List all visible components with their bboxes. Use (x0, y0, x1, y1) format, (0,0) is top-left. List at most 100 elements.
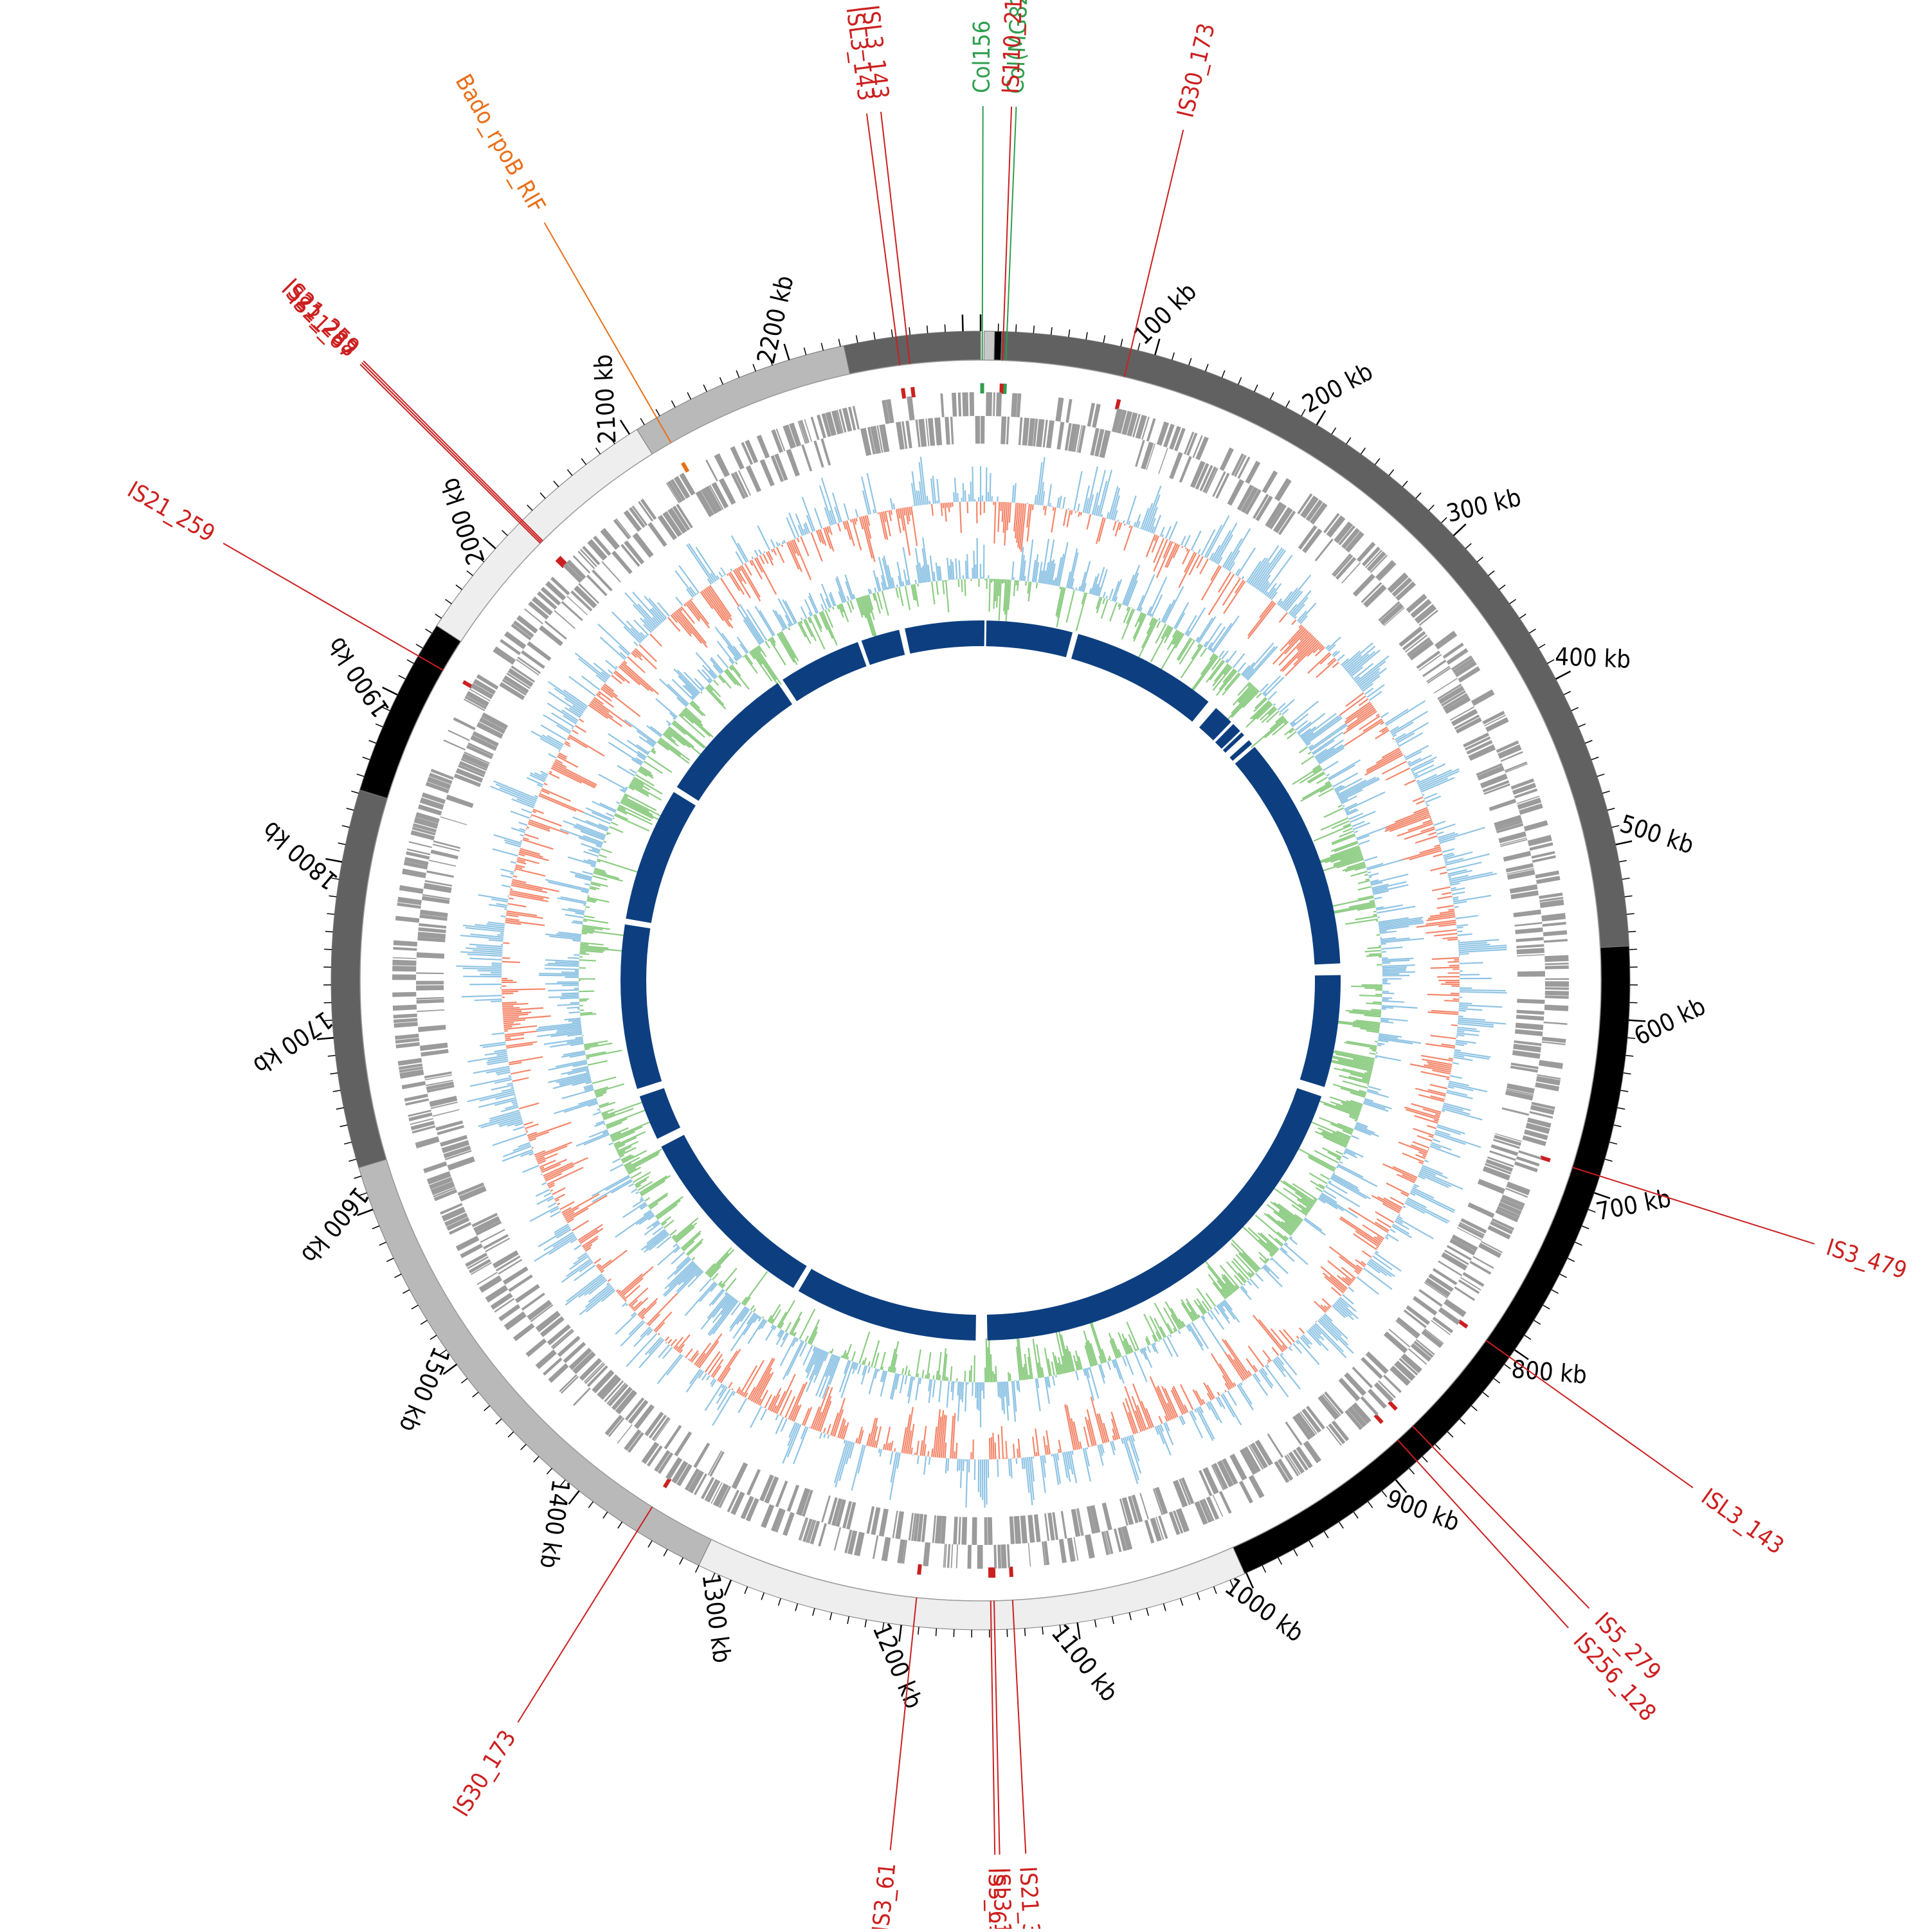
gc-content-bar (689, 543, 714, 582)
gc-content-bar (943, 503, 944, 508)
gc-skew-bar (1124, 565, 1139, 605)
gc-content-bar (856, 509, 858, 518)
gc-content-bar (1442, 849, 1454, 852)
cds-block (940, 393, 944, 417)
gc-skew-bar (1382, 993, 1395, 994)
minor-tick (687, 392, 691, 399)
gc-skew-bar (1338, 805, 1342, 807)
scale-label: 1400 kb (534, 1477, 575, 1570)
minor-tick (1332, 428, 1336, 434)
cds-block (1102, 1503, 1112, 1530)
gc-skew-bar (995, 579, 996, 601)
minor-tick (1534, 1321, 1541, 1324)
gc-skew-bar (606, 813, 614, 817)
gc-content-bar (1451, 888, 1456, 889)
gc-skew-bar (561, 972, 579, 973)
minor-tick (761, 1593, 764, 1600)
gc-skew-bar (1368, 1087, 1381, 1090)
gc-content-bar (1107, 512, 1109, 519)
minor-tick (342, 826, 350, 827)
gc-content-bar (580, 1229, 603, 1243)
contig-2 (994, 331, 1002, 360)
cds-block (1489, 799, 1517, 811)
cds-block (399, 885, 424, 894)
gc-skew-bar (1139, 575, 1154, 611)
cds-block (447, 1157, 475, 1171)
scale-label: 800 kb (1510, 1355, 1588, 1389)
minor-tick (1389, 469, 1394, 475)
minor-tick (671, 401, 675, 408)
gc-content-bar (511, 1070, 530, 1074)
minor-tick (813, 1608, 815, 1616)
minor-tick (1181, 1598, 1183, 1605)
gc-content-bar (1316, 1321, 1317, 1322)
gc-skew-bar (1200, 648, 1206, 656)
cds-block (417, 952, 444, 959)
gc-skew-bar (1255, 698, 1266, 709)
gc-skew-bar (651, 727, 662, 736)
minor-tick (347, 808, 354, 810)
gc-content-bar (634, 642, 638, 646)
gc-skew-bar (1265, 719, 1286, 738)
cds-block (674, 1431, 692, 1456)
gc-content-bar (527, 778, 543, 785)
gc-skew-bar (678, 670, 700, 693)
gc-content-bar (1458, 940, 1499, 943)
cds-block (945, 417, 950, 444)
blast-hit (799, 1269, 976, 1341)
gc-content-bar (1358, 668, 1380, 685)
gc-skew-bar (833, 607, 834, 609)
gc-skew-bar (1291, 1236, 1292, 1238)
minor-tick (1129, 1612, 1131, 1620)
gc-skew-bar (583, 872, 593, 874)
gc-content-bar (594, 1259, 601, 1264)
gc-content-bar (954, 1452, 955, 1459)
gc-content-bar (1013, 485, 1014, 503)
gc-content-bar (963, 483, 964, 501)
gc-content-bar (1159, 1416, 1163, 1424)
gc-content-bar (1333, 662, 1339, 667)
gc-skew-bar (579, 999, 589, 1000)
gc-content-bar (1403, 1206, 1406, 1207)
minor-tick (1612, 826, 1620, 827)
gc-content-bar (948, 503, 949, 512)
gc-skew-bar (1256, 693, 1261, 698)
cds-block (416, 981, 444, 985)
gc-content-bar (508, 904, 527, 907)
gc-content-bar (1433, 1139, 1440, 1142)
gc-skew-bar (1371, 1009, 1381, 1010)
cds-block (545, 581, 566, 600)
gc-content-bar (1426, 930, 1457, 933)
gc-skew-bar (1103, 592, 1105, 598)
feature-marker (999, 383, 1004, 393)
minor-tick (1429, 505, 1434, 510)
minor-tick (527, 505, 532, 510)
gc-skew-bar (1355, 1120, 1357, 1121)
gc-skew-bar (1088, 1368, 1089, 1369)
gc-skew-bar (700, 1283, 716, 1301)
gc-skew-bar (828, 609, 829, 612)
gc-content-bar (966, 1459, 967, 1508)
cds-block (1395, 1320, 1418, 1339)
gc-skew-bar (586, 1051, 622, 1058)
gc-skew-bar (1260, 684, 1268, 692)
gc-skew-bar (1370, 1053, 1376, 1054)
gc-content-bar (463, 968, 502, 969)
gc-content-bar (555, 1195, 565, 1200)
gc-skew-bar (1201, 655, 1216, 674)
gc-content-bar (1393, 738, 1394, 739)
minor-tick (1286, 401, 1290, 408)
minor-tick (1354, 1512, 1358, 1519)
gc-skew-bar (1155, 1342, 1156, 1344)
cds-block (416, 985, 444, 990)
gc-skew-bar (909, 1369, 910, 1375)
cds-block (1435, 631, 1457, 649)
cds-block (1505, 763, 1528, 773)
cds-block (1014, 1516, 1021, 1544)
gc-content-bar (1050, 503, 1051, 507)
gc-skew-bar (967, 554, 968, 579)
minor-tick (456, 585, 462, 590)
cds-block (786, 449, 800, 476)
gc-content-bar (588, 1258, 590, 1259)
minor-tick (394, 1274, 401, 1277)
